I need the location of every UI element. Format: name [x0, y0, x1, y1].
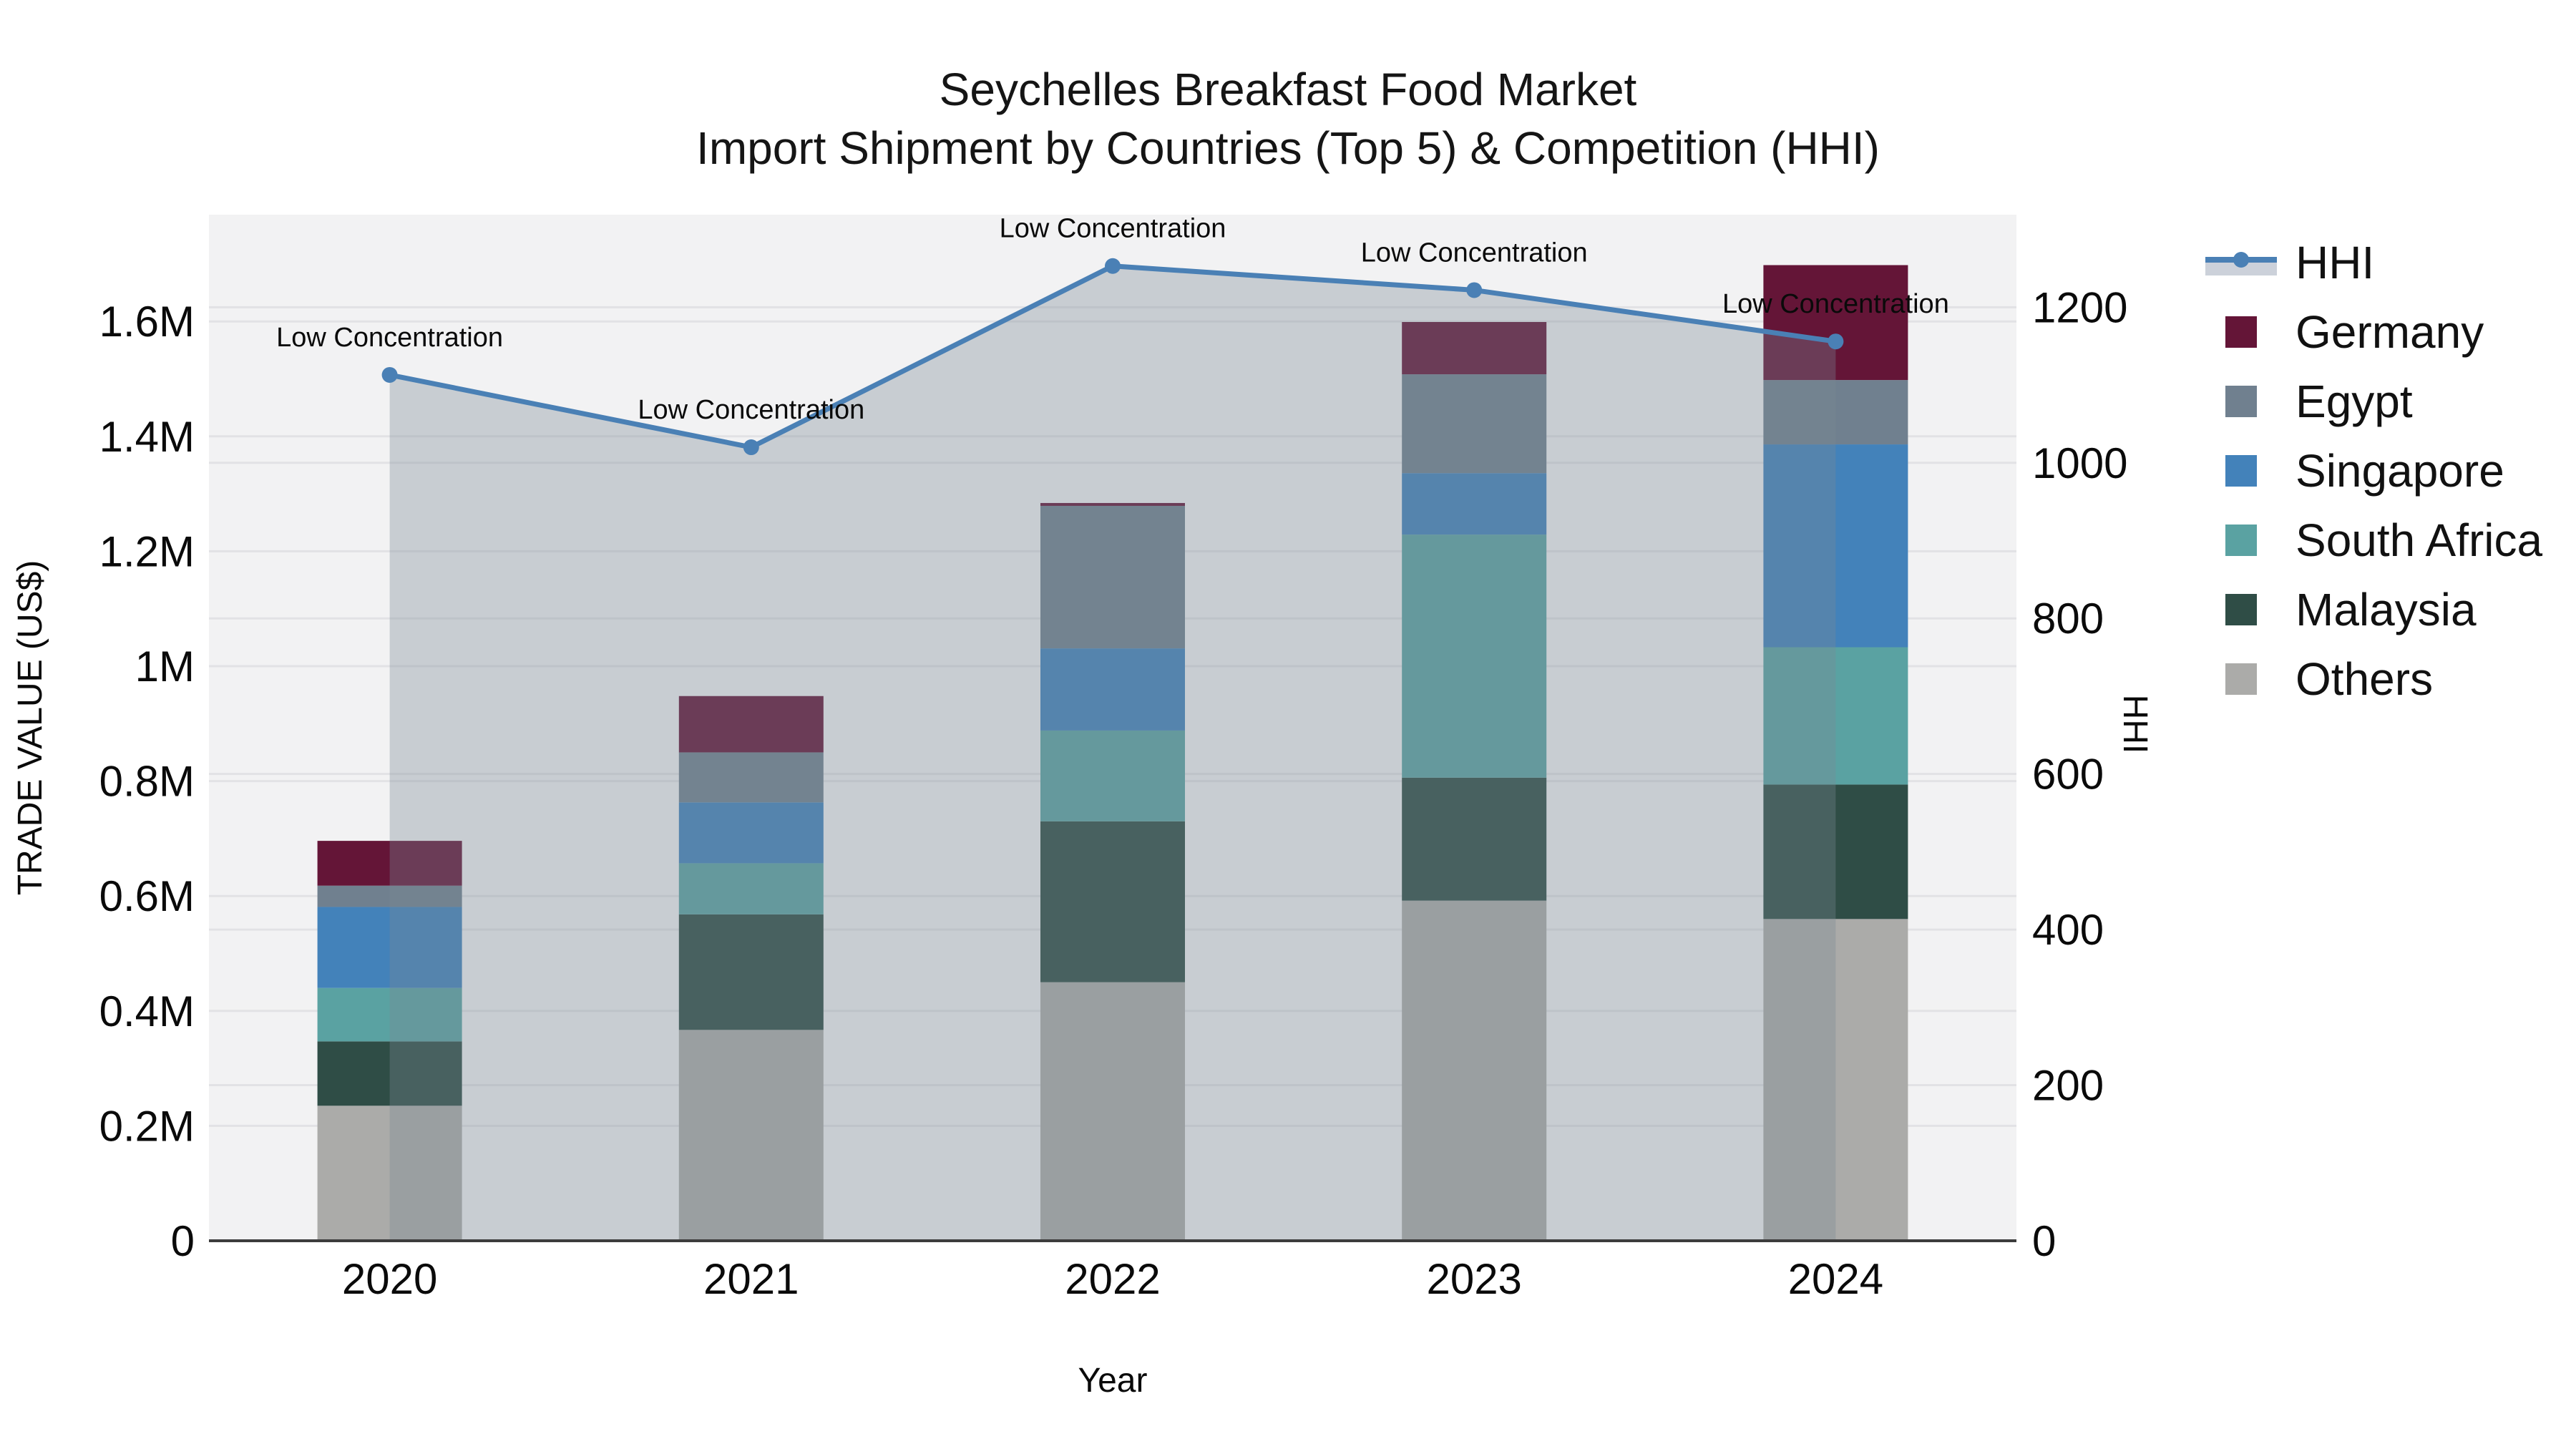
y-right-tick-800: 800	[2032, 595, 2104, 643]
y-right-tick-0: 0	[2032, 1217, 2056, 1265]
bar-segment-others-2020	[317, 1106, 462, 1241]
bar-segment-others-2024	[1763, 919, 1908, 1241]
bar-segment-egypt-2022	[1040, 505, 1185, 649]
x-tick-2021: 2021	[703, 1255, 799, 1303]
bar-segment-south-africa-2024	[1763, 647, 1908, 785]
bar-segment-egypt-2023	[1402, 374, 1547, 474]
legend-item-germany: Germany	[2205, 297, 2542, 366]
y-left-tick-1.4M: 1.4M	[99, 413, 195, 461]
bar-segment-south-africa-2020	[317, 987, 462, 1042]
bar-segment-others-2022	[1040, 982, 1185, 1241]
legend-item-others: Others	[2205, 644, 2542, 713]
annotation-2021: Low Concentration	[638, 395, 864, 425]
y-left-tick-0.2M: 0.2M	[99, 1102, 195, 1150]
y-left-tick-0.8M: 0.8M	[99, 758, 195, 806]
bar-segment-others-2023	[1402, 900, 1547, 1241]
bar-segment-malaysia-2020	[317, 1041, 462, 1106]
hhi-point-2021	[743, 439, 759, 456]
legend-item-south-africa: South Africa	[2205, 505, 2542, 575]
y-right-axis-title: HHI	[2116, 695, 2154, 754]
bar-segment-germany-2023	[1402, 322, 1547, 375]
y-right-tick-600: 600	[2032, 751, 2104, 799]
legend-swatch-egypt	[2225, 385, 2257, 417]
bar-segment-singapore-2020	[317, 907, 462, 988]
hhi-point-2023	[1466, 282, 1483, 298]
legend-hhi-area-band	[2205, 259, 2277, 275]
annotation-2024: Low Concentration	[1722, 289, 1949, 319]
bar-segment-malaysia-2024	[1763, 784, 1908, 919]
bar-segment-south-africa-2022	[1040, 730, 1185, 821]
hhi-area-fill	[389, 265, 1836, 1241]
bar-segment-south-africa-2023	[1402, 535, 1547, 778]
chart-title: Seychelles Breakfast Food Market Import …	[0, 60, 2576, 177]
bar-segment-malaysia-2022	[1040, 821, 1185, 982]
legend-label-singapore: Singapore	[2296, 444, 2504, 497]
bar-segment-germany-2021	[678, 696, 824, 753]
legend-swatch-others	[2225, 663, 2257, 695]
y-left-tick-0.6M: 0.6M	[99, 872, 195, 920]
bar-segment-others-2021	[678, 1030, 824, 1241]
y-left-tick-1.2M: 1.2M	[99, 527, 195, 575]
chart-title-line1: Seychelles Breakfast Food Market	[939, 64, 1637, 115]
annotation-2022: Low Concentration	[1000, 214, 1226, 244]
annotation-2020: Low Concentration	[276, 323, 503, 353]
y-right-tick-1000: 1000	[2032, 439, 2127, 487]
y-right-tick-1200: 1200	[2032, 283, 2127, 331]
bar-segment-singapore-2022	[1040, 648, 1185, 731]
bar-segment-egypt-2024	[1763, 380, 1908, 445]
legend-label-germany: Germany	[2296, 306, 2484, 358]
legend-hhi-dot	[2233, 251, 2249, 268]
bar-segment-germany-2022	[1040, 502, 1185, 506]
hhi-point-2024	[1828, 333, 1844, 350]
bar-segment-germany-2024	[1763, 265, 1908, 381]
legend-label-hhi: HHI	[2296, 236, 2375, 288]
legend-label-south-africa: South Africa	[2296, 514, 2543, 566]
legend-item-singapore: Singapore	[2205, 436, 2542, 505]
bar-segment-singapore-2021	[678, 802, 824, 864]
y-left-tick-1.6M: 1.6M	[99, 298, 195, 346]
legend-swatch-singapore	[2225, 454, 2257, 487]
legend-item-malaysia: Malaysia	[2205, 575, 2542, 644]
x-tick-2024: 2024	[1788, 1255, 1883, 1303]
legend-label-egypt: Egypt	[2296, 375, 2413, 427]
annotation-2023: Low Concentration	[1361, 238, 1588, 268]
y-left-tick-1M: 1M	[135, 643, 195, 691]
bar-segment-malaysia-2023	[1402, 777, 1547, 901]
x-axis-title: Year	[1078, 1362, 1148, 1400]
bar-segment-malaysia-2021	[678, 914, 824, 1030]
legend-label-malaysia: Malaysia	[2296, 583, 2477, 635]
hhi-point-2020	[381, 366, 398, 383]
bar-segment-egypt-2021	[678, 752, 824, 803]
chart-title-line2: Import Shipment by Countries (Top 5) & C…	[696, 122, 1880, 174]
x-tick-2020: 2020	[342, 1255, 437, 1303]
y-right-tick-400: 400	[2032, 906, 2104, 954]
legend: HHI Germany Egypt Singapore South Africa Mala…	[2205, 228, 2542, 713]
bar-segment-singapore-2024	[1763, 444, 1908, 648]
x-tick-2023: 2023	[1426, 1255, 1521, 1303]
x-tick-2022: 2022	[1065, 1255, 1160, 1303]
y-right-tick-200: 200	[2032, 1062, 2104, 1110]
y-left-tick-0.4M: 0.4M	[99, 987, 195, 1035]
legend-label-others: Others	[2296, 653, 2434, 705]
y-left-tick-0: 0	[171, 1217, 195, 1265]
legend-hhi-line-icon	[2205, 247, 2277, 278]
bar-segment-germany-2020	[317, 841, 462, 886]
legend-swatch-south-africa	[2225, 524, 2257, 556]
bar-segment-egypt-2020	[317, 885, 462, 907]
bar-segment-south-africa-2021	[678, 863, 824, 914]
hhi-point-2022	[1105, 258, 1121, 274]
legend-swatch-germany	[2225, 316, 2257, 348]
bar-segment-singapore-2023	[1402, 473, 1547, 535]
legend-swatch-malaysia	[2225, 593, 2257, 625]
legend-item-egypt: Egypt	[2205, 366, 2542, 436]
y-left-axis-title: TRADE VALUE (US$)	[11, 560, 49, 896]
legend-item-hhi: HHI	[2205, 228, 2542, 297]
